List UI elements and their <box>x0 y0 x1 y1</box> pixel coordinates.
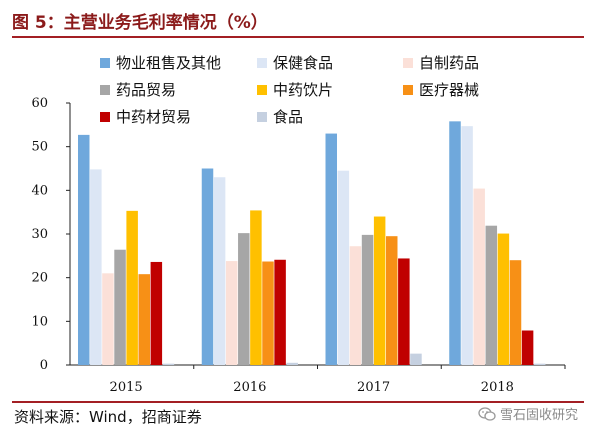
legend-label: 自制药品 <box>419 54 479 72</box>
legend-label: 药品贸易 <box>116 81 176 99</box>
legend-label: 食品 <box>273 108 303 126</box>
y-tick-label: 40 <box>31 183 48 198</box>
bar <box>238 233 250 365</box>
source-note: 资料来源：Wind，招商证券 <box>14 408 202 426</box>
chart-title: 图 5：主营业务毛利率情况（%） <box>12 13 268 33</box>
bar <box>126 210 138 365</box>
legend-label: 中药饮片 <box>273 81 333 99</box>
axes: 0 10 20 30 40 50 60 2015 2016 2017 2018 <box>31 96 566 395</box>
legend-swatch <box>403 58 413 68</box>
legend-label: 医疗器械 <box>419 81 479 99</box>
bar <box>373 216 386 365</box>
bar <box>533 363 546 365</box>
legend-swatch <box>257 85 267 95</box>
bar <box>361 234 374 365</box>
watermark-text: 雪石固收研究 <box>499 408 578 423</box>
bar <box>162 363 175 365</box>
bar <box>90 169 102 365</box>
bar <box>213 177 226 365</box>
bar <box>449 121 461 365</box>
bar <box>461 126 473 365</box>
bar <box>410 353 422 365</box>
x-tick-label: 2018 <box>481 380 514 395</box>
y-tick-label: 10 <box>31 314 48 329</box>
bar <box>274 259 286 365</box>
x-tick-label: 2016 <box>233 380 266 395</box>
legend-swatch <box>100 112 110 122</box>
legend-swatch <box>257 58 267 68</box>
bar <box>78 134 90 365</box>
title-rule <box>12 36 584 38</box>
bar <box>138 274 150 365</box>
y-tick-label: 20 <box>31 271 48 286</box>
legend-label: 中药材贸易 <box>116 108 191 126</box>
bar <box>521 330 534 365</box>
wechat-icon <box>478 406 496 421</box>
bar <box>337 170 350 365</box>
bar <box>102 273 114 365</box>
legend-swatch <box>403 85 413 95</box>
legend-swatch <box>100 85 110 95</box>
bar <box>497 233 510 365</box>
y-tick-label: 0 <box>40 358 48 373</box>
bar <box>349 246 362 365</box>
bar <box>509 260 522 365</box>
bar <box>262 261 274 365</box>
bar <box>114 249 126 365</box>
bar <box>225 261 238 365</box>
y-tick-label: 60 <box>31 96 48 111</box>
legend-swatch <box>257 112 267 122</box>
legend-label: 物业租售及其他 <box>116 54 221 72</box>
legend-swatch <box>100 58 110 68</box>
bar <box>325 133 337 365</box>
bar <box>386 236 398 365</box>
y-tick-label: 30 <box>31 227 48 242</box>
y-tick-label: 50 <box>31 140 48 155</box>
bar <box>250 210 262 365</box>
x-tick-label: 2017 <box>357 380 390 395</box>
bar <box>473 188 485 365</box>
bar <box>201 168 214 365</box>
bar <box>150 261 163 365</box>
bar <box>398 258 410 365</box>
x-tick-label: 2015 <box>110 380 143 395</box>
legend-label: 保健食品 <box>273 54 333 72</box>
bar <box>485 225 498 365</box>
watermark: 雪石固收研究 <box>478 404 578 423</box>
footer-rule <box>12 401 584 403</box>
bars <box>78 121 546 365</box>
bar <box>286 362 298 365</box>
